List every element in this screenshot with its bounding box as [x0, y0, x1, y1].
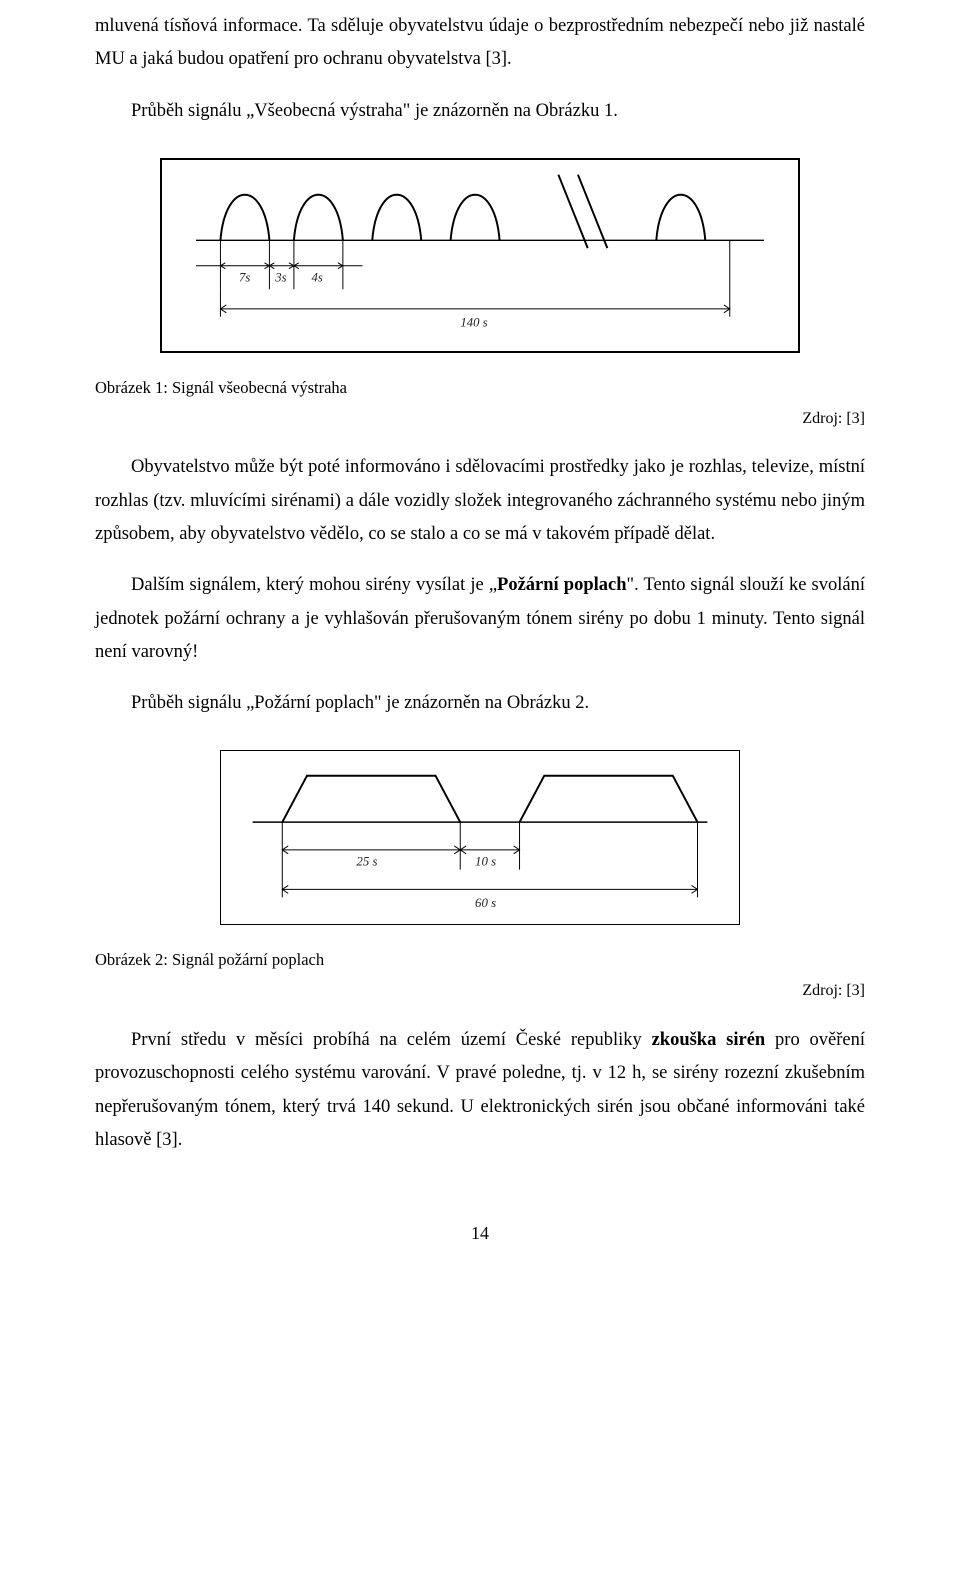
figure-1-source: Zdroj: [3]	[95, 405, 865, 434]
paragraph: Průběh signálu „Požární poplach" je znáz…	[95, 687, 865, 720]
paragraph: První středu v měsíci probíhá na celém ú…	[95, 1024, 865, 1157]
figure-1: 7s 3s 4s 140 s	[160, 158, 800, 353]
figure1-label-4s: 4s	[312, 270, 323, 284]
paragraph: mluvená tísňová informace. Ta sděluje ob…	[95, 10, 865, 77]
text-bold: Požární poplach	[497, 575, 626, 595]
figure-2-caption: Obrázek 2: Signál požární poplach	[95, 945, 865, 975]
figure-1-caption: Obrázek 1: Signál všeobecná výstraha	[95, 373, 865, 403]
text-bold: zkouška sirén	[652, 1030, 766, 1050]
figure1-label-total: 140 s	[460, 315, 487, 329]
figure2-label-total: 60 s	[475, 897, 496, 911]
figure2-label-10s: 10 s	[475, 855, 496, 869]
paragraph: Průběh signálu „Všeobecná výstraha" je z…	[95, 95, 865, 128]
page-number: 14	[95, 1217, 865, 1249]
figure-1-container: 7s 3s 4s 140 s	[95, 158, 865, 353]
fire-alarm-signal-diagram: 25 s 10 s 60 s	[221, 751, 739, 924]
figure-2-container: 25 s 10 s 60 s	[95, 750, 865, 925]
text-run: Dalším signálem, který mohou sirény vysí…	[131, 575, 497, 595]
figure2-label-25s: 25 s	[356, 855, 377, 869]
figure-2-source: Zdroj: [3]	[95, 977, 865, 1006]
paragraph: Obyvatelstvo může být poté informováno i…	[95, 451, 865, 551]
figure1-label-3s: 3s	[274, 270, 286, 284]
figure-2: 25 s 10 s 60 s	[220, 750, 740, 925]
figure1-label-7s: 7s	[239, 270, 250, 284]
paragraph: Dalším signálem, který mohou sirény vysí…	[95, 569, 865, 669]
signal-waveform-diagram: 7s 3s 4s 140 s	[162, 160, 798, 351]
text-run: První středu v měsíci probíhá na celém ú…	[131, 1030, 652, 1050]
